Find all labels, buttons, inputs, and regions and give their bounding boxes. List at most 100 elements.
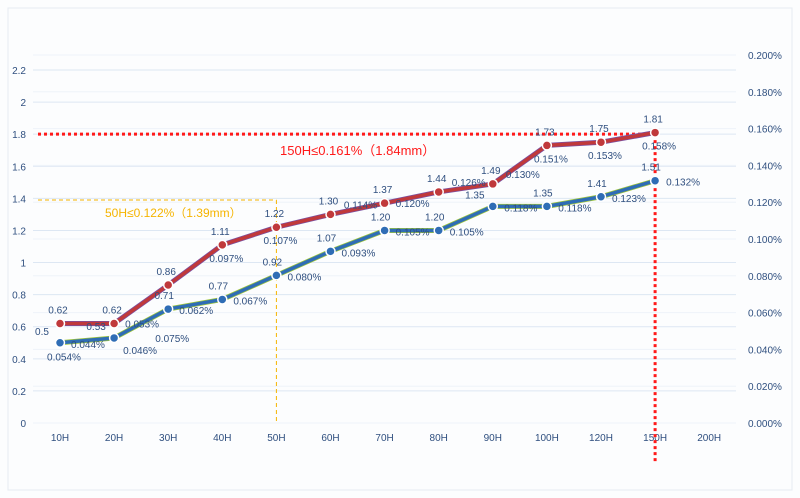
pct-label: 0.114% xyxy=(344,200,377,211)
pct-label: 0.062% xyxy=(179,306,213,317)
data-point xyxy=(162,303,174,315)
data-label: 1.20 xyxy=(425,212,445,223)
data-label: 1.75 xyxy=(589,124,609,135)
data-point xyxy=(541,140,553,151)
pct-label: 0.105% xyxy=(450,227,484,238)
pct-label: 0.053% xyxy=(125,320,159,331)
y-tick-label: 2 xyxy=(20,98,26,109)
y2-tick-label: 0.160% xyxy=(748,125,782,136)
y-tick-label: 0.8 xyxy=(12,291,26,302)
data-label: 0.92 xyxy=(263,257,283,268)
series-line xyxy=(60,130,656,326)
x-tick-label: 90H xyxy=(484,433,502,444)
data-point xyxy=(271,221,282,233)
pct-label: 0.126% xyxy=(452,178,486,189)
pct-label: 0.130% xyxy=(506,170,540,181)
pct-label: 0.093% xyxy=(342,248,376,259)
y2-tick-label: 0.180% xyxy=(748,88,782,99)
data-label: 0.5 xyxy=(35,327,49,338)
x-tick-label: 30H xyxy=(159,433,177,444)
pct-label: 0.097% xyxy=(209,254,243,265)
pct-label: 0.151% xyxy=(534,154,568,165)
data-label: 0.53 xyxy=(86,322,106,333)
pct-label: 0.123% xyxy=(612,194,646,205)
data-point xyxy=(271,270,282,281)
data-label: 1.81 xyxy=(643,115,663,126)
series-line xyxy=(59,179,656,345)
y2-tick-label: 0.140% xyxy=(748,161,782,172)
data-label: 1.49 xyxy=(481,166,501,177)
x-tick-label: 120H xyxy=(589,433,613,444)
pct-label: 0.054% xyxy=(47,353,81,364)
data-label: 1.41 xyxy=(587,179,607,190)
y2-tick-label: 0.020% xyxy=(748,382,782,393)
data-label: 1.37 xyxy=(373,185,393,196)
pct-label: 0.105% xyxy=(396,227,430,238)
x-tick-label: 40H xyxy=(213,433,231,444)
pct-label: 0.153% xyxy=(588,151,622,162)
data-point xyxy=(54,318,66,329)
annotation-label: 50H≤0.122%（1.39mm） xyxy=(105,206,242,220)
chart-frame xyxy=(7,7,793,491)
pct-label: 0.118% xyxy=(504,203,537,214)
data-label: 1.35 xyxy=(465,190,485,201)
pct-label: 0.158% xyxy=(642,142,676,153)
y-tick-label: 0.6 xyxy=(12,323,26,334)
x-tick-label: 150H xyxy=(643,433,667,444)
data-point xyxy=(595,136,607,148)
x-tick-label: 80H xyxy=(430,433,448,444)
y-tick-label: 0 xyxy=(20,419,26,430)
y-tick-label: 0.4 xyxy=(12,355,26,366)
x-tick-label: 10H xyxy=(51,433,69,444)
data-point xyxy=(379,225,390,236)
data-label: 1.20 xyxy=(371,212,391,223)
data-label: 0.77 xyxy=(209,281,229,292)
y2-tick-label: 0.100% xyxy=(748,235,782,246)
pct-label: 0.118% xyxy=(558,203,591,214)
data-label: 1.22 xyxy=(265,209,285,220)
y-tick-label: 1.4 xyxy=(12,194,26,205)
data-label: 0.62 xyxy=(48,306,68,317)
y-tick-label: 1 xyxy=(20,259,26,270)
pct-label: 0.044% xyxy=(71,340,105,351)
data-point xyxy=(433,186,444,198)
data-point xyxy=(487,201,499,212)
data-label: 0.86 xyxy=(156,267,176,278)
data-point xyxy=(649,127,661,138)
data-point xyxy=(217,294,228,305)
data-label: 1.51 xyxy=(641,163,661,174)
x-tick-label: 70H xyxy=(375,433,393,444)
pct-label: 0.080% xyxy=(287,272,321,283)
x-tick-label: 60H xyxy=(321,433,339,444)
y-tick-label: 1.8 xyxy=(12,130,26,141)
y-tick-label: 1.2 xyxy=(12,226,26,237)
pct-label: 0.067% xyxy=(233,296,267,307)
data-point xyxy=(595,191,607,203)
data-point xyxy=(433,225,444,236)
data-point xyxy=(487,178,499,190)
x-tick-label: 20H xyxy=(105,433,123,444)
data-point xyxy=(162,279,174,291)
data-point xyxy=(649,175,661,186)
data-label: 1.11 xyxy=(211,227,230,238)
pct-label: 0.120% xyxy=(396,199,430,210)
y2-tick-label: 0.200% xyxy=(748,51,782,62)
data-label: 1.07 xyxy=(317,233,337,244)
data-label: 1.44 xyxy=(427,174,447,185)
data-label: 0.71 xyxy=(154,291,174,302)
data-label: 0.62 xyxy=(102,306,122,317)
data-point xyxy=(108,332,120,344)
y2-tick-label: 0.120% xyxy=(748,198,782,209)
pct-label: 0.132% xyxy=(666,178,700,189)
y2-tick-label: 0.040% xyxy=(748,345,782,356)
x-tick-label: 200H xyxy=(697,433,721,444)
data-point xyxy=(541,201,553,212)
data-point xyxy=(217,239,228,251)
y-tick-label: 2.2 xyxy=(12,66,26,77)
x-tick-label: 100H xyxy=(535,433,559,444)
y-tick-label: 1.6 xyxy=(12,162,26,173)
pct-label: 0.075% xyxy=(155,334,189,345)
annotation-label: 150H≤0.161%（1.84mm） xyxy=(280,143,435,158)
